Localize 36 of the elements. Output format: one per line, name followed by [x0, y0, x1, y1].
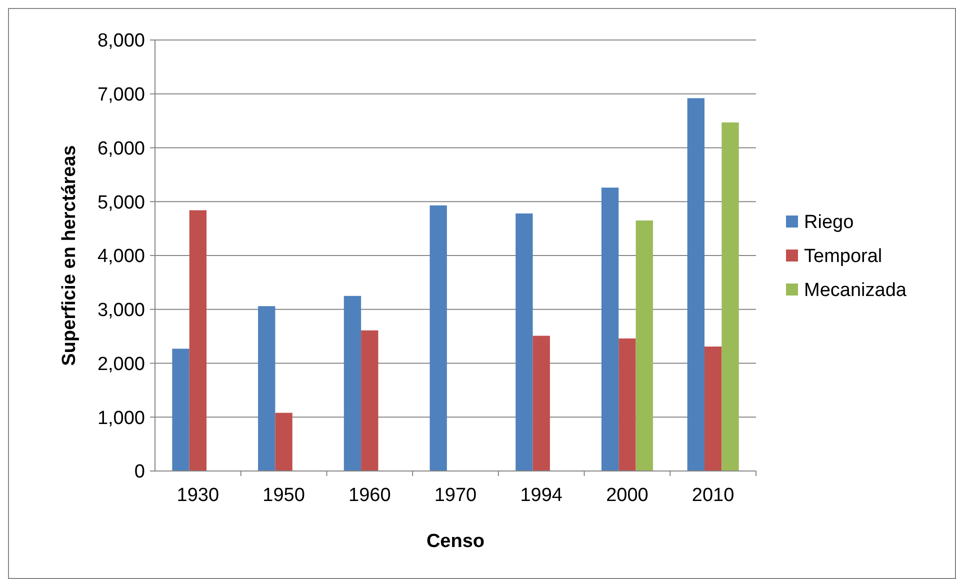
bar [704, 346, 722, 471]
legend-label: Riego [804, 212, 854, 234]
bar [722, 122, 739, 471]
y-axis-title: Superficie en herctáreas [59, 145, 80, 366]
y-tick-label: 3,000 [97, 300, 145, 322]
bar [601, 188, 619, 471]
y-tick-label: 1,000 [97, 408, 145, 429]
y-tick-label: 7,000 [97, 84, 145, 106]
legend-label: Mecanizada [804, 280, 907, 302]
y-tick-label: 2,000 [97, 354, 145, 375]
bar [636, 220, 653, 471]
x-tick-label: 1994 [520, 485, 563, 506]
x-tick-label: 1960 [348, 485, 391, 506]
x-tick-label: 1950 [262, 485, 305, 506]
y-tick-label: 6,000 [97, 138, 145, 160]
bar [430, 205, 447, 471]
y-tick-label: 4,000 [97, 246, 145, 268]
bar [189, 210, 207, 471]
bar [687, 98, 704, 471]
y-tick-label: 8,000 [97, 30, 145, 52]
y-tick-label: 0 [134, 462, 145, 483]
bar [258, 306, 276, 471]
bar [275, 412, 292, 471]
bar [344, 296, 362, 471]
y-tick-label: 5,000 [97, 192, 145, 214]
bar [516, 213, 533, 471]
bar [618, 338, 636, 471]
legend-label: Temporal [804, 246, 882, 268]
x-axis-title: Censo [426, 531, 485, 552]
bar [532, 336, 550, 471]
x-tick-label: 1970 [434, 485, 477, 506]
bar [172, 348, 190, 471]
x-tick-label: 2010 [692, 485, 734, 506]
x-tick-label: 2000 [606, 485, 648, 506]
x-tick-label: 1930 [176, 485, 220, 506]
bar [361, 330, 378, 471]
